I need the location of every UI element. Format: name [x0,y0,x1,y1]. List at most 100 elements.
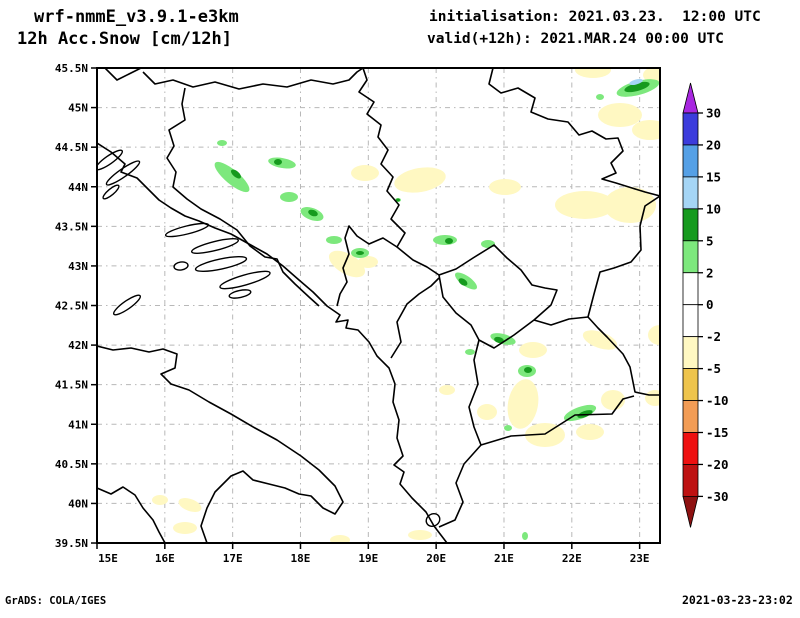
colorbar-segment [682,432,699,465]
snow-shading-patch [396,198,400,202]
colorbar-segment [682,176,699,210]
lon-tick-label: 19E [358,552,378,565]
colorbar-tick-label: 2 [706,265,714,280]
island-outline [112,294,142,316]
lat-tick-label: 43.5N [55,220,88,233]
init-time-label: initialisation: 2021.03.23. 12:00 UTC [429,9,761,25]
snow-shading-patch [507,379,539,429]
island-outline [173,261,189,271]
snow-shading-patch [598,103,642,127]
colorbar-segment [682,464,699,497]
colorbar-tick-label: -15 [706,425,729,440]
snow-shading-patch [465,349,475,355]
snow-shading-patch [358,256,378,268]
colorbar-segment [682,304,699,338]
snow-shading-patch [217,140,227,146]
snow-shading-patch [489,179,521,195]
snow-shading-patch [596,94,604,100]
snow-shading-patch [555,191,615,219]
coastline-border-path [97,345,344,543]
colorbar-tick-label: 30 [706,106,721,121]
colorbar-tick-label: 5 [706,233,714,248]
colorbar-segment [682,272,699,306]
colorbar-tick-label: 0 [706,297,714,312]
valid-time-label: valid(+12h): 2021.MAR.24 00:00 UTC [427,31,724,47]
snow-shading-patch [576,424,604,440]
lon-tick-label: 23E [630,552,650,565]
island-outline [190,238,240,254]
lat-tick-label: 40N [68,497,88,510]
lat-tick-label: 42N [68,339,88,352]
snow-shading-patch [173,522,197,534]
snow-shading-patch [408,530,432,540]
snow-shading-patch [328,250,366,278]
colorbar-tick-label: 10 [706,201,721,216]
colorbar-tick-label: -20 [706,457,729,472]
lat-tick-label: 44N [68,181,88,194]
colorbar-tick-label: 20 [706,137,721,152]
coastline-border-path [438,444,482,528]
island-outline [164,222,210,238]
snow-shading-patch [632,120,660,140]
snow-shading-patch [582,330,618,350]
snow-shading-patch [648,325,660,345]
coastline-border-path [390,277,440,359]
grads-credit: GrADS: COLA/IGES [5,595,107,607]
coastline-border-path [97,142,448,543]
colorbar-tick-label: -5 [706,361,721,376]
colorbar-segment [682,240,699,274]
coastline-border-path [97,486,166,543]
snow-shading-patch [433,235,457,245]
snow-shading-patch [494,336,504,344]
model-title: wrf-nmmE_v3.9.1-e3km [34,7,239,27]
coastline-border-path [142,68,364,90]
lon-tick-label: 21E [494,552,514,565]
snow-shading-patch [351,165,379,181]
snow-shading-patch [522,532,528,540]
colorbar-segment [682,368,699,401]
snow-shading-patch [481,240,495,248]
colorbar-top-arrow [682,82,699,114]
snow-shading-patch [645,390,660,406]
island-outline [194,256,248,272]
snow-shading-patch [394,167,446,193]
snow-shading-patch [563,404,597,422]
snow-shading-patch [525,423,565,447]
colorbar-segment [682,144,699,178]
snow-shading-patch [330,535,350,543]
lon-tick-label: 20E [426,552,446,565]
colorbar-tick-label: -10 [706,393,729,408]
coastline-border-path [438,244,558,349]
snow-shading-patch [308,209,318,217]
colorbar-tick-label: -2 [706,329,721,344]
lon-tick-label: 17E [223,552,243,565]
snow-shading-patch [268,157,296,169]
snow-shading-patch [356,251,364,255]
snow-shading-patch [519,342,547,358]
lat-tick-label: 44.5N [55,141,88,154]
lon-tick-label: 15E [98,552,118,565]
snow-shading-patch [629,78,643,86]
snow-shading-patch [274,159,282,165]
lat-tick-label: 45N [68,102,88,115]
colorbar-bottom-arrow [682,496,699,528]
lat-tick-label: 43N [68,260,88,273]
product-title: 12h Acc.Snow [cm/12h] [17,29,232,49]
lon-tick-label: 22E [562,552,582,565]
snow-shading-patch [326,236,342,244]
lat-tick-label: 40.5N [55,458,88,471]
colorbar-tick-label: 15 [706,169,721,184]
snow-shading-patch [643,68,660,83]
snow-shading-patch [524,367,532,373]
colorbar-segment [682,336,699,369]
coastline-border-path [104,68,142,81]
coastline-border-path [533,316,589,326]
snow-shading-patch [214,161,250,193]
lon-tick-label: 18E [291,552,311,565]
coastline-border-path [358,68,440,276]
colorbar-segment [682,400,699,433]
map-area: 45.5N 45N 44.5N 44N 43.5N 43N 42.5N 42N 41.5N 41N… [55,62,661,565]
